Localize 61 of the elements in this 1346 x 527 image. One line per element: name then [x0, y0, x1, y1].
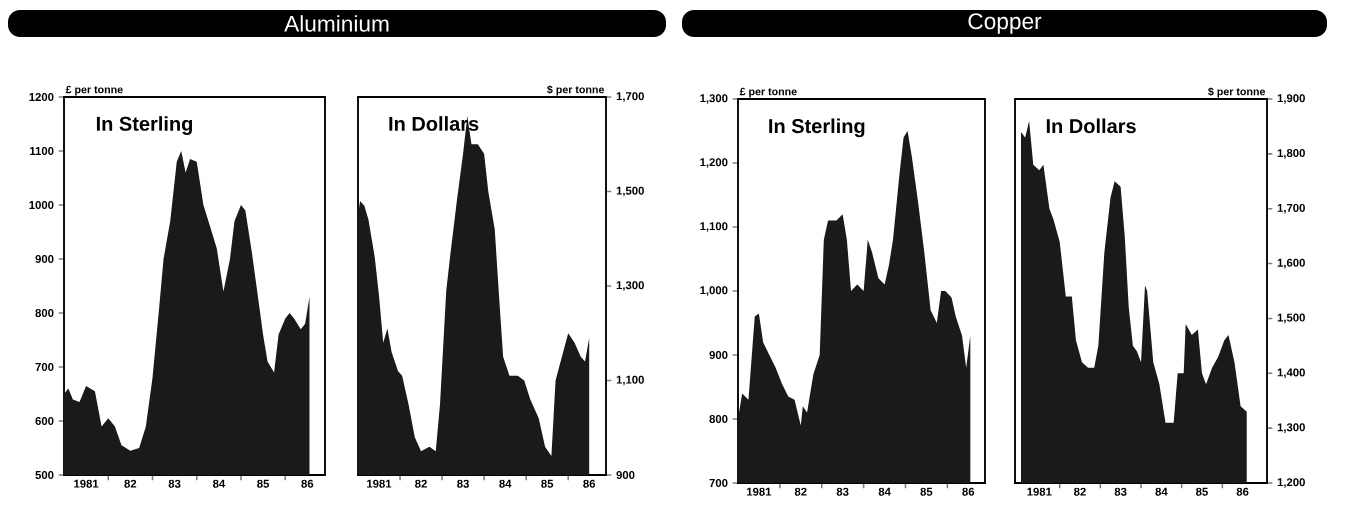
x-tick-label: 84 [212, 479, 226, 488]
text: In Sterling [769, 118, 865, 138]
y2-tick-label: 1,500 [1277, 313, 1305, 324]
y-tick-label: 800 [709, 414, 728, 423]
y-tick-label: 1,100 [700, 222, 728, 232]
x-tick-label: 86 [962, 487, 975, 496]
y-tick-label: 800 [35, 308, 54, 317]
y-tick-label: 600 [35, 416, 54, 425]
chart-title: Aluminium [284, 15, 389, 32]
x-tick-label: 1981 [746, 487, 772, 496]
x-tick-label: 85 [1196, 487, 1208, 496]
y2-tick-label: 1,400 [1277, 368, 1305, 379]
y2-tick-label: 1,200 [1277, 478, 1305, 488]
chart-title: Copper [968, 13, 1042, 34]
text: In Dollars [1046, 118, 1136, 134]
y-tick-label: 500 [35, 470, 54, 479]
y2-tick-label: 1,300 [616, 281, 644, 291]
y-axis-title: £ per tonne [65, 85, 123, 96]
x-tick-label: 85 [257, 479, 270, 488]
x-tick-label: 1981 [74, 479, 99, 488]
x-tick-label: 85 [541, 479, 554, 488]
y-tick-label: 1100 [30, 146, 54, 155]
y-axis-title: £ per tonne [739, 87, 797, 98]
x-tick-label: 84 [1155, 487, 1168, 496]
x-tick-label: 84 [499, 479, 512, 488]
x-tick-label: 83 [457, 479, 469, 488]
y-tick-label: 700 [709, 478, 728, 487]
x-tick-label: 86 [1236, 487, 1249, 496]
y2-tick-label: 1,500 [616, 186, 644, 197]
x-tick-label: 82 [415, 479, 427, 488]
x-tick-label: 86 [301, 479, 314, 488]
y-tick-label: 700 [35, 362, 54, 371]
x-tick-label: 1981 [1027, 487, 1052, 496]
x-tick-label: 82 [794, 487, 807, 496]
x-tick-label: 83 [1114, 487, 1127, 496]
x-tick-label: 1981 [367, 479, 392, 488]
y-tick-label: 1200 [29, 92, 54, 101]
x-tick-label: 82 [124, 479, 137, 488]
y2-tick-label: 1,800 [1277, 149, 1305, 159]
y-tick-label: 1000 [29, 200, 54, 209]
x-tick-label: 84 [878, 487, 891, 496]
x-tick-label: 83 [168, 479, 181, 488]
y2-tick-label: 1,100 [616, 375, 644, 386]
y2-tick-label: 1,900 [1277, 94, 1305, 104]
y-tick-label: 1,000 [700, 286, 728, 296]
y2-tick-label: 1,700 [1277, 203, 1305, 214]
x-tick-label: 83 [836, 487, 849, 496]
x-tick-label: 85 [920, 487, 933, 496]
y2-tick-label: 1,600 [1277, 258, 1305, 269]
y-tick-label: 900 [35, 254, 54, 263]
text: In Sterling [96, 116, 193, 135]
x-tick-label: 86 [583, 479, 596, 488]
y-tick-label: 900 [709, 350, 728, 359]
y-tick-label: 1,300 [700, 94, 728, 104]
y-tick-label: 1,200 [700, 158, 728, 168]
y2-tick-label: 900 [616, 470, 635, 479]
y2-tick-label: 1,300 [1277, 423, 1305, 433]
x-tick-label: 82 [1074, 487, 1086, 496]
y2-axis-title: $ per tonne [547, 85, 605, 96]
y2-axis-title: $ per tonne [1208, 87, 1266, 98]
y2-tick-label: 1,700 [616, 92, 644, 102]
